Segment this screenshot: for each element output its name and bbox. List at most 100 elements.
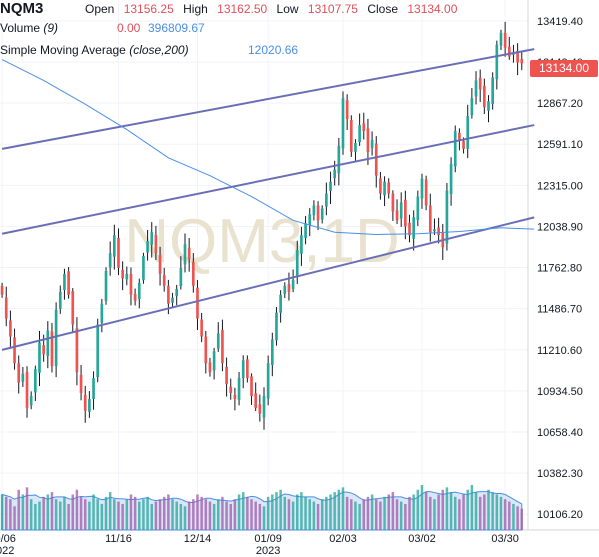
candle-body[interactable] (287, 284, 291, 292)
candle-body[interactable] (50, 331, 54, 367)
candle-body[interactable] (325, 193, 328, 207)
candle-body[interactable] (275, 312, 278, 341)
candle-body[interactable] (354, 142, 357, 152)
candle-body[interactable] (46, 330, 50, 357)
candle-body[interactable] (104, 270, 108, 302)
channel-line-lower[interactable] (1, 216, 535, 351)
candle-body[interactable] (96, 324, 100, 378)
channel-line-upper[interactable] (1, 48, 535, 150)
candle-body[interactable] (291, 279, 295, 290)
candle-body[interactable] (146, 241, 149, 253)
candle-body[interactable] (117, 237, 120, 268)
candle-body[interactable] (67, 271, 70, 295)
candle-body[interactable] (221, 329, 224, 364)
candle-body[interactable] (212, 351, 216, 371)
candle-body[interactable] (453, 131, 457, 167)
candle-body[interactable] (38, 342, 41, 373)
candle-body[interactable] (399, 202, 403, 219)
candle-body[interactable] (17, 363, 21, 383)
candle-body[interactable] (200, 319, 203, 337)
candle-body[interactable] (9, 320, 12, 337)
candle-body[interactable] (216, 333, 220, 349)
candle-body[interactable] (345, 100, 349, 120)
candle-body[interactable] (88, 398, 91, 412)
candle-body[interactable] (466, 116, 470, 149)
candle-body[interactable] (233, 394, 237, 399)
candle-body[interactable] (483, 85, 486, 108)
candle-body[interactable] (150, 232, 154, 245)
candle-body[interactable] (329, 181, 332, 191)
candle-body[interactable] (121, 269, 124, 279)
candle-body[interactable] (167, 285, 170, 304)
candle-body[interactable] (341, 98, 345, 149)
candle-body[interactable] (100, 303, 104, 323)
channel-line-middle[interactable] (1, 124, 535, 235)
candle-body[interactable] (71, 291, 75, 325)
candle-body[interactable] (333, 169, 337, 179)
candles[interactable] (0, 21, 524, 430)
candle-body[interactable] (179, 267, 183, 287)
candle-body[interactable] (445, 190, 449, 244)
candle-body[interactable] (416, 196, 420, 221)
candle-body[interactable] (229, 386, 233, 394)
candle-body[interactable] (424, 179, 428, 206)
candle-body[interactable] (383, 181, 386, 196)
candle-body[interactable] (83, 394, 87, 411)
candle-body[interactable] (129, 273, 133, 295)
volume-legend[interactable]: Volume (9) 0.00 396809.67 (0, 21, 205, 35)
candle-body[interactable] (133, 293, 137, 301)
candle-body[interactable] (404, 199, 407, 227)
candle-body[interactable] (516, 50, 519, 63)
candle-body[interactable] (21, 373, 25, 382)
candle-body[interactable] (458, 132, 461, 140)
candle-body[interactable] (58, 291, 62, 309)
candle-body[interactable] (283, 285, 287, 294)
candle-body[interactable] (474, 80, 478, 97)
candle-body[interactable] (208, 362, 212, 373)
candle-body[interactable] (158, 254, 162, 274)
candle-body[interactable] (374, 143, 378, 176)
candle-body[interactable] (462, 140, 465, 149)
candle-body[interactable] (250, 376, 253, 397)
candle-body[interactable] (499, 32, 503, 46)
candle-body[interactable] (54, 309, 58, 367)
candle-body[interactable] (266, 363, 270, 399)
candle-body[interactable] (295, 250, 299, 277)
candle-body[interactable] (478, 77, 482, 90)
candle-body[interactable] (433, 229, 436, 232)
candle-body[interactable] (270, 339, 274, 366)
candle-body[interactable] (108, 253, 112, 268)
candle-body[interactable] (412, 217, 415, 239)
candle-body[interactable] (470, 98, 474, 116)
candle-body[interactable] (408, 222, 411, 236)
candle-body[interactable] (196, 287, 199, 319)
candle-body[interactable] (495, 44, 499, 80)
candle-body[interactable] (63, 273, 66, 291)
candle-body[interactable] (366, 128, 370, 152)
candle-body[interactable] (241, 360, 245, 379)
candle-body[interactable] (0, 285, 4, 295)
candle-body[interactable] (503, 32, 507, 48)
candle-body[interactable] (262, 396, 266, 418)
candle-body[interactable] (113, 235, 116, 257)
candle-body[interactable] (204, 336, 208, 364)
candle-body[interactable] (13, 337, 16, 364)
candle-body[interactable] (142, 256, 145, 281)
candle-body[interactable] (487, 101, 490, 111)
candle-body[interactable] (491, 77, 494, 104)
candle-body[interactable] (320, 208, 324, 220)
candle-body[interactable] (312, 205, 316, 216)
candle-body[interactable] (428, 205, 432, 233)
candle-body[interactable] (246, 359, 249, 379)
candle-body[interactable] (300, 235, 303, 254)
candle-body[interactable] (237, 378, 241, 400)
candle-body[interactable] (395, 210, 399, 221)
candle-body[interactable] (279, 294, 282, 313)
candle-body[interactable] (316, 205, 320, 221)
candle-body[interactable] (337, 145, 341, 174)
candle-body[interactable] (437, 227, 440, 236)
candle-body[interactable] (29, 396, 33, 406)
candle-body[interactable] (512, 53, 515, 55)
candle-body[interactable] (154, 234, 158, 254)
